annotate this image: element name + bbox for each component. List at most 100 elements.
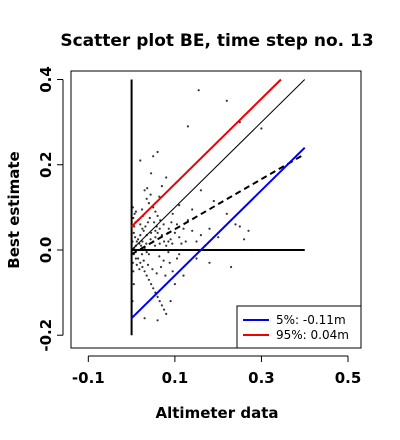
data-point (156, 319, 159, 322)
line-5 (130, 146, 306, 319)
y-tick-label: 0.4 (37, 66, 55, 93)
data-point (152, 155, 155, 158)
data-point (158, 242, 161, 245)
data-point (199, 234, 202, 237)
points-layer (131, 89, 263, 322)
data-point (151, 268, 154, 271)
data-point (158, 255, 161, 258)
data-point (134, 257, 137, 260)
data-point (171, 270, 174, 273)
data-point (147, 278, 150, 281)
data-point (154, 236, 157, 239)
data-point (208, 227, 211, 230)
line-regression (131, 153, 306, 256)
data-point (234, 223, 237, 226)
data-point (140, 244, 143, 247)
data-point (170, 221, 173, 224)
data-point (178, 236, 181, 239)
data-point (195, 240, 198, 243)
data-point (153, 221, 156, 224)
data-point (142, 229, 145, 232)
data-point (260, 127, 263, 130)
data-point (173, 231, 176, 234)
reference-lines-layer (130, 78, 306, 336)
data-point (148, 216, 151, 220)
data-point (138, 268, 141, 271)
data-point (182, 227, 185, 230)
data-point (167, 240, 170, 243)
data-point (178, 253, 181, 256)
data-point (156, 150, 159, 154)
data-point (165, 176, 168, 179)
data-point (160, 304, 163, 307)
data-point (147, 253, 150, 256)
data-point (168, 261, 171, 264)
data-point (180, 242, 183, 245)
data-point (163, 240, 166, 243)
data-point (140, 253, 144, 256)
data-point (171, 212, 174, 215)
data-point (167, 251, 170, 254)
data-point (158, 195, 161, 198)
data-point (141, 240, 144, 243)
axes-layer: -0.1 0.1 0.3 0.5 -0.2 0.0 0.2 0.4 (37, 66, 361, 387)
data-point (155, 272, 158, 275)
data-point (149, 193, 152, 196)
data-point (199, 189, 202, 192)
data-point (133, 212, 136, 215)
data-point (143, 270, 146, 273)
data-point (158, 300, 161, 303)
x-tick-label: 0.1 (162, 369, 189, 387)
legend-label: 95%: 0.04m (276, 328, 349, 342)
data-point (167, 227, 170, 230)
data-point (162, 259, 165, 262)
data-point (144, 225, 147, 228)
legend-label: 5%: -0.11m (276, 313, 346, 327)
x-tick-label: -0.1 (72, 369, 105, 387)
data-point (135, 263, 138, 266)
data-point (247, 229, 250, 232)
data-point (147, 202, 150, 205)
y-axis-label: Best estimate (5, 151, 23, 268)
data-point (139, 261, 142, 264)
data-point (178, 204, 181, 207)
data-point (191, 208, 194, 211)
x-tick-label: 0.3 (248, 369, 275, 387)
data-point (143, 317, 146, 320)
data-point (160, 234, 163, 237)
data-point (195, 257, 198, 260)
data-point (208, 261, 211, 264)
data-point (139, 234, 142, 237)
data-point (154, 229, 157, 232)
data-point (146, 221, 150, 224)
data-point (182, 274, 185, 277)
data-point (217, 236, 220, 239)
data-point (175, 257, 179, 260)
line-95 (130, 78, 282, 228)
legend-box (236, 305, 362, 349)
data-point (173, 283, 176, 286)
data-point (141, 227, 144, 230)
data-point (156, 295, 159, 298)
data-point (145, 242, 148, 245)
data-point (132, 283, 135, 286)
plot-frame (70, 70, 362, 349)
data-point (143, 189, 146, 192)
data-point (139, 159, 142, 162)
data-point (162, 223, 165, 226)
data-point (135, 240, 138, 243)
data-point (142, 259, 145, 262)
data-point (132, 231, 135, 234)
data-point (150, 283, 153, 286)
data-point (186, 125, 189, 128)
data-point (169, 300, 172, 303)
data-point (137, 238, 140, 241)
chart-title: Scatter plot BE, time step no. 13 (60, 31, 373, 51)
data-point (145, 274, 148, 277)
y-tick-label: 0.2 (37, 151, 55, 178)
data-point (156, 231, 159, 234)
data-point (150, 231, 153, 234)
data-point (145, 251, 148, 254)
data-point (145, 197, 148, 200)
